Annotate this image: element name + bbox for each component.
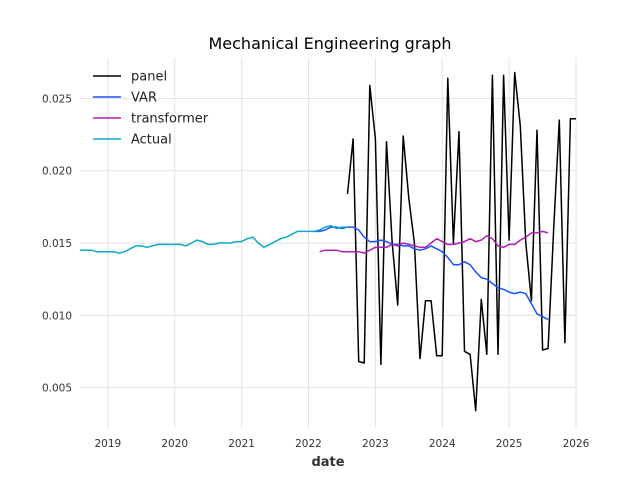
y-tick-label: 0.005 <box>42 383 72 395</box>
legend-label: Actual <box>131 133 172 148</box>
legend: panel VAR transformer Actual <box>93 70 209 148</box>
x-tick-label: 2026 <box>563 438 590 450</box>
y-tick-label: 0.025 <box>42 93 72 105</box>
x-tick-label: 2019 <box>94 438 121 450</box>
series-line-actual <box>80 224 348 254</box>
x-tick-label: 2025 <box>496 438 523 450</box>
series-line-var <box>314 226 549 321</box>
x-tick-label: 2020 <box>161 438 188 450</box>
x-tick-label: 2024 <box>429 438 456 450</box>
legend-label: VAR <box>131 91 157 106</box>
series-lines <box>80 71 576 412</box>
x-tick-label: 2021 <box>228 438 255 450</box>
legend-label: transformer <box>131 112 209 127</box>
chart-title: Mechanical Engineering graph <box>208 34 451 53</box>
y-tick-label: 0.010 <box>42 310 72 322</box>
y-tick-label: 0.020 <box>42 166 72 178</box>
x-tick-label: 2023 <box>362 438 389 450</box>
tick-labels: 2019 2020 2021 2022 2023 2024 2025 2026 0.005 0.0… <box>42 93 590 450</box>
series-line-transformer <box>319 230 549 254</box>
x-tick-label: 2022 <box>295 438 322 450</box>
y-tick-label: 0.015 <box>42 238 72 250</box>
x-axis-title: date <box>311 455 344 470</box>
legend-label: panel <box>131 70 167 85</box>
